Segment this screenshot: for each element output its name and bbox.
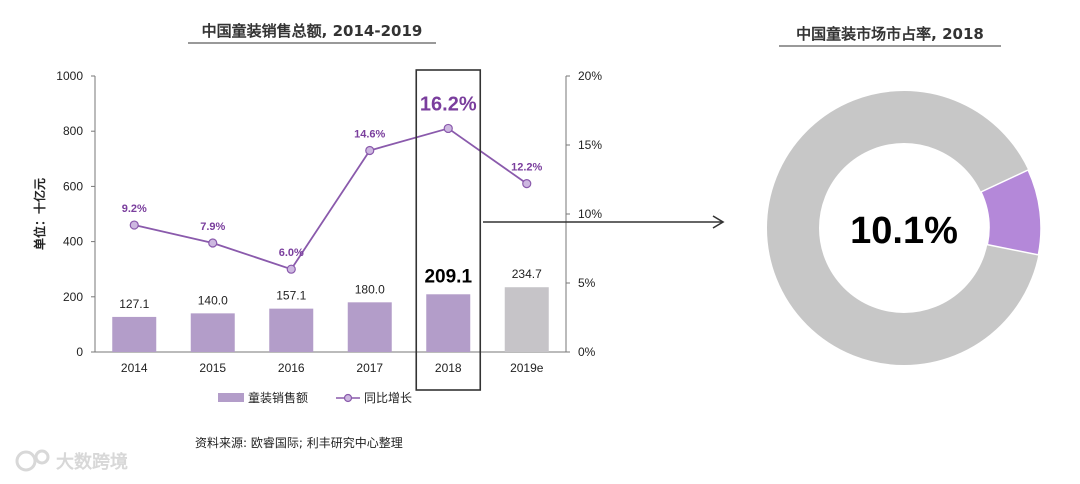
growth-point-2018 [443,123,453,134]
growth-value-label: 9.2% [122,203,147,215]
x-tick-label: 2019e [510,361,544,375]
growth-point-2014 [129,220,139,230]
growth-value-label: 7.9% [200,221,225,233]
bar-2019e [504,287,549,352]
left-y-tick-label: 0 [76,345,83,359]
right-y-tick-label: 20% [578,69,602,83]
bar-2015 [190,313,235,352]
left-y-tick-label: 800 [63,124,83,138]
growth-points [129,123,532,274]
x-tick-label: 2016 [278,361,305,375]
right-y-tick-label: 10% [578,207,602,221]
left-y-ticks: 0 200 400 600 800 1000 [56,69,95,359]
sales-chart-title: 中国童装销售总额, 2014-2019 [202,22,423,40]
connector-arrow-head [712,215,725,229]
left-y-tick-label: 1000 [56,69,83,83]
donut-slice-share [980,168,1042,256]
sales-bars [112,287,549,352]
right-y-ticks: 0% 5% 10% 15% 20% [566,69,602,359]
bar-value-label: 127.1 [119,297,149,311]
bar-2017 [347,302,392,352]
x-tick-label: 2018 [435,361,462,375]
legend-bar-label: 童装销售额 [248,390,308,405]
growth-point-2017 [365,145,375,156]
growth-value-label: 6.0% [279,247,304,259]
connector-arrow [483,215,725,229]
left-y-tick-label: 200 [63,290,83,304]
growth-point-2016 [286,264,296,274]
share-center-label: 10.1% [850,210,958,252]
left-y-tick-label: 400 [63,235,83,249]
x-ticks: 2014 2015 2016 2017 2018 2019e [121,361,544,375]
bar-2014 [112,316,157,352]
bar-value-label: 234.7 [512,267,542,281]
bar-value-label: 157.1 [276,289,306,303]
growth-point-2019e [522,179,532,189]
watermark: 大数跨境 [15,449,128,473]
left-y-tick-label: 600 [63,179,83,193]
bar-value-label: 140.0 [198,293,228,307]
legend-line-marker [343,393,353,403]
bar-2016 [269,308,314,352]
sales-bar-labels: 127.1 140.0 157.1 180.0 209.1 234.7 [119,266,542,311]
right-y-tick-label: 0% [578,345,596,359]
watermark-text: 大数跨境 [56,451,128,473]
legend-bar-swatch [218,393,244,402]
x-tick-label: 2017 [356,361,383,375]
growth-value-label: 14.6% [354,129,385,141]
growth-polyline [134,127,528,271]
y-axis-label: 单位：十亿元 [32,178,47,250]
source-note: 资料来源: 欧睿国际; 利丰研究中心整理 [195,435,403,450]
bar-2018 [426,294,471,352]
x-tick-label: 2014 [121,361,148,375]
legend: 童装销售额 同比增长 [218,390,412,405]
growth-point-labels: 9.2% 7.9% 6.0% 14.6% 16.2% 12.2% [122,93,543,259]
watermark-logo-icon [15,450,37,472]
right-y-tick-label: 5% [578,276,596,290]
legend-line-label: 同比增长 [364,391,412,405]
sales-plot-area: 0 200 400 600 800 1000 0% 5% 10% 15% 20% 2014 2015… [56,69,602,391]
highlight-2018-box [415,69,482,391]
right-y-tick-label: 15% [578,138,602,152]
share-chart-title: 中国童装市场市占率, 2018 [796,25,984,43]
bar-value-label: 180.0 [355,282,385,296]
watermark-logo-icon-small [34,449,50,465]
share-donut [767,91,1042,365]
x-tick-label: 2015 [199,361,226,375]
bar-value-label: 209.1 [424,266,472,287]
growth-value-label: 16.2% [420,93,477,115]
growth-point-2015 [208,238,218,248]
growth-line [134,127,528,271]
growth-value-label: 12.2% [511,162,542,174]
